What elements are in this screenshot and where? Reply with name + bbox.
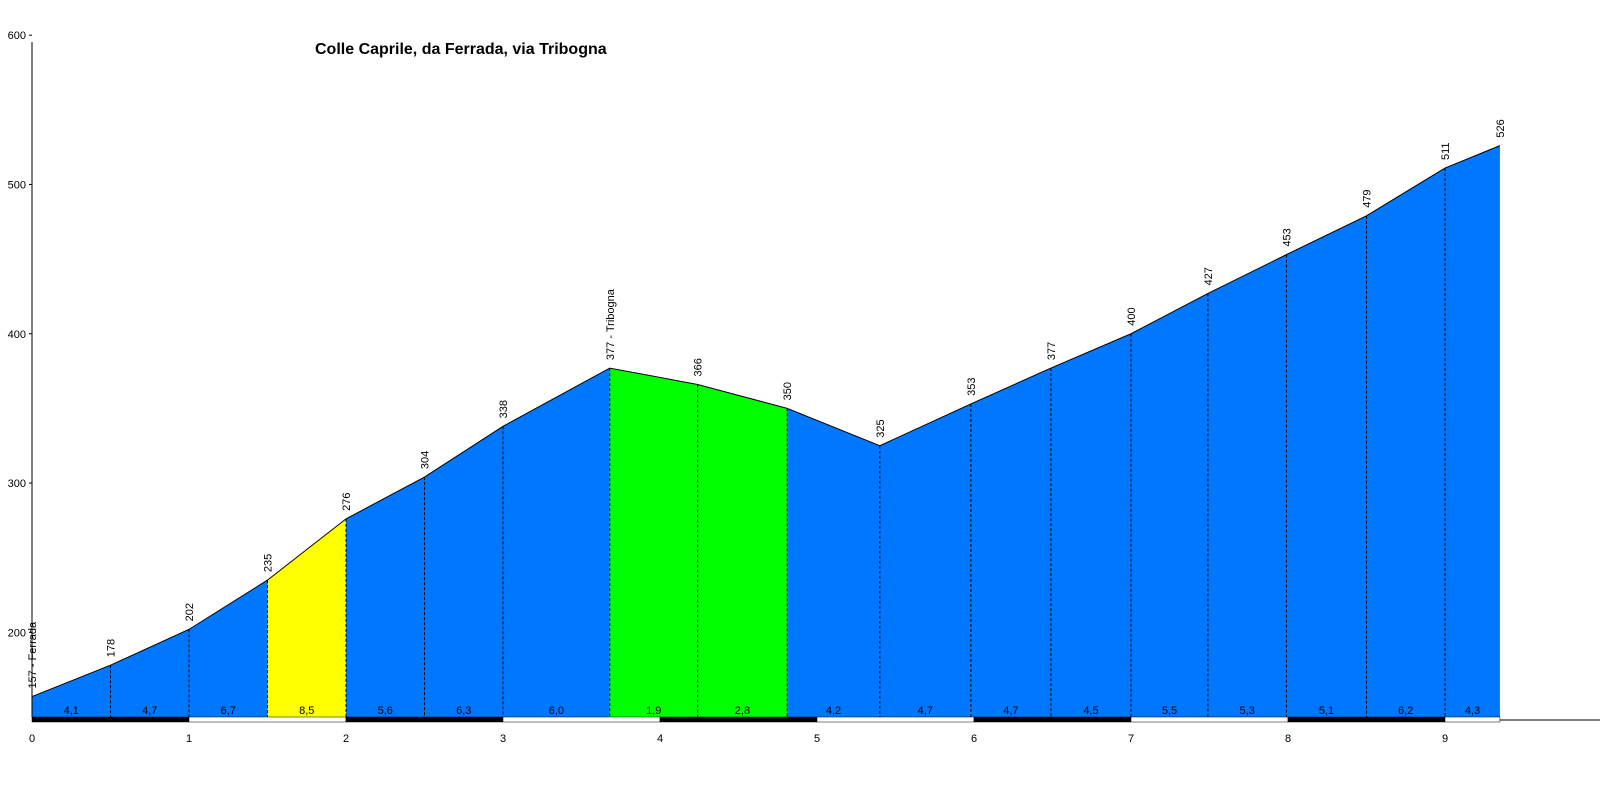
x-tick-label: 6 bbox=[971, 733, 977, 745]
x-axis-ticks: 0 1 2 3 4 5 6 7 8 9 bbox=[29, 733, 1448, 745]
grade-label: 4,3 bbox=[1465, 705, 1480, 717]
x-tick-label: 1 bbox=[186, 733, 192, 745]
altitude-labels: 157 - Ferrada 178 202 235 276 304 338 377 - Tri… bbox=[27, 119, 1507, 688]
y-axis-ticks: 200 300 400 500 600 bbox=[8, 30, 32, 639]
km-block-black bbox=[973, 716, 1132, 723]
altitude-label: 526 bbox=[1495, 119, 1507, 137]
y-tick-label: 200 bbox=[8, 627, 26, 639]
altitude-label: 511 bbox=[1440, 142, 1452, 160]
profile-segment bbox=[110, 629, 189, 717]
grade-label: 6,7 bbox=[221, 705, 236, 717]
km-block-white bbox=[1130, 716, 1289, 723]
grade-label: 6,2 bbox=[1398, 705, 1413, 717]
grade-label: 4,7 bbox=[918, 705, 933, 717]
grade-label: 4,5 bbox=[1083, 705, 1098, 717]
grade-label: 8,5 bbox=[299, 705, 314, 717]
altitude-label: 377 bbox=[1046, 342, 1058, 360]
y-tick-label: 300 bbox=[8, 478, 26, 490]
segment-dividers bbox=[110, 168, 1446, 717]
altitude-label: 235 bbox=[263, 554, 275, 572]
altitude-label: 338 bbox=[498, 400, 510, 418]
altitude-label: 400 bbox=[1126, 307, 1138, 325]
km-block-black bbox=[659, 716, 818, 723]
km-block-white bbox=[502, 716, 661, 723]
x-tick-label: 4 bbox=[657, 733, 663, 745]
altitude-label: 479 bbox=[1362, 189, 1374, 207]
grade-label: 4,7 bbox=[142, 705, 157, 717]
km-block-white bbox=[1444, 716, 1501, 723]
altitude-label: 366 bbox=[693, 358, 705, 376]
altitude-label: 202 bbox=[184, 603, 196, 621]
altitude-label: 276 bbox=[341, 493, 353, 511]
x-tick-label: 0 bbox=[29, 733, 35, 745]
altitude-label: 453 bbox=[1281, 228, 1293, 246]
km-block-white bbox=[188, 716, 347, 723]
x-tick-label: 8 bbox=[1285, 733, 1291, 745]
profile-segment bbox=[424, 426, 503, 717]
profile-segment bbox=[267, 518, 346, 717]
grade-labels: 4,1 4,7 6,7 8,5 5,6 6,3 6,0 1,9 2,8 4,2 4,7 4,7 4,5 5… bbox=[64, 705, 1481, 717]
profile-outline bbox=[31, 145, 1501, 698]
profile-segment bbox=[879, 403, 971, 717]
profile-segment bbox=[1050, 333, 1131, 717]
profile-line bbox=[31, 145, 1501, 698]
profile-segment bbox=[503, 368, 610, 717]
profile-segment bbox=[787, 408, 880, 717]
grade-label: 5,6 bbox=[378, 705, 393, 717]
grade-label: 4,2 bbox=[826, 705, 841, 717]
altitude-label: 325 bbox=[875, 419, 887, 437]
km-block-black bbox=[1287, 716, 1446, 723]
profile-segment bbox=[970, 368, 1051, 717]
grade-label: 6,3 bbox=[456, 705, 471, 717]
profile-segment bbox=[697, 384, 788, 717]
x-tick-label: 2 bbox=[343, 733, 349, 745]
profile-segment bbox=[609, 368, 698, 717]
altitude-label: 427 bbox=[1203, 267, 1215, 285]
profile-segment bbox=[1366, 168, 1445, 718]
km-block-black bbox=[31, 716, 190, 723]
profile-segment bbox=[346, 477, 425, 717]
profile-areas bbox=[32, 145, 1500, 718]
altitude-label: 178 bbox=[106, 639, 118, 657]
grade-label: 6,0 bbox=[549, 705, 564, 717]
x-tick-label: 7 bbox=[1128, 733, 1134, 745]
y-tick-label: 600 bbox=[8, 30, 26, 42]
km-block-black bbox=[345, 716, 504, 723]
grade-label: 4,1 bbox=[64, 705, 79, 717]
km-block-white bbox=[816, 716, 975, 723]
grade-label: 1,9 bbox=[646, 705, 661, 717]
grade-label: 5,1 bbox=[1319, 705, 1334, 717]
profile-segment bbox=[1445, 145, 1500, 717]
profile-segment bbox=[1207, 254, 1287, 717]
profile-segment bbox=[1131, 293, 1208, 717]
grade-label: 5,5 bbox=[1162, 705, 1177, 717]
grade-label: 5,3 bbox=[1240, 705, 1255, 717]
altitude-label: 304 bbox=[420, 451, 432, 469]
profile-segment bbox=[1286, 215, 1367, 718]
km-scale-bar bbox=[31, 716, 1501, 723]
altitude-label: 157 - Ferrada bbox=[27, 621, 39, 689]
altitude-label: 377 - Tribogna bbox=[605, 288, 617, 360]
altitude-label: 353 bbox=[966, 378, 978, 396]
chart-title: Colle Caprile, da Ferrada, via Tribogna bbox=[315, 41, 607, 58]
profile-segment bbox=[32, 665, 111, 717]
x-tick-label: 5 bbox=[814, 733, 820, 745]
grade-label: 4,7 bbox=[1003, 705, 1018, 717]
x-tick-label: 9 bbox=[1442, 733, 1448, 745]
y-tick-label: 400 bbox=[8, 329, 26, 341]
grade-label: 2,8 bbox=[735, 705, 750, 717]
y-tick-label: 500 bbox=[8, 179, 26, 191]
profile-segment bbox=[189, 580, 268, 717]
x-tick-label: 3 bbox=[500, 733, 506, 745]
altitude-label: 350 bbox=[782, 382, 794, 400]
